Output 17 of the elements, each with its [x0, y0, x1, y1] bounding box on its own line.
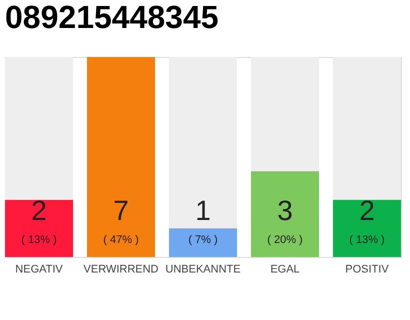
x-tick-label: VERWIRREND	[84, 264, 159, 276]
data-label: 2	[359, 195, 375, 226]
data-label: 2	[31, 195, 47, 226]
annotation: ( 13% )	[349, 234, 385, 246]
data-label: 1	[195, 195, 211, 226]
data-label: 7	[113, 195, 129, 226]
bar	[168, 228, 238, 257]
x-tick-label: POSITIV	[345, 264, 390, 276]
annotation: ( 7% )	[188, 234, 218, 246]
annotation: ( 13% )	[21, 234, 57, 246]
x-tick-label: EGAL	[270, 264, 300, 276]
data-label: 3	[277, 195, 293, 226]
chart-title: 089215448345	[5, 0, 219, 35]
annotation: ( 47% )	[103, 234, 139, 246]
x-tick-label: UNBEKANNTE	[165, 264, 241, 276]
annotation: ( 20% )	[267, 234, 303, 246]
x-tick-label: NEGATIV	[15, 264, 64, 276]
